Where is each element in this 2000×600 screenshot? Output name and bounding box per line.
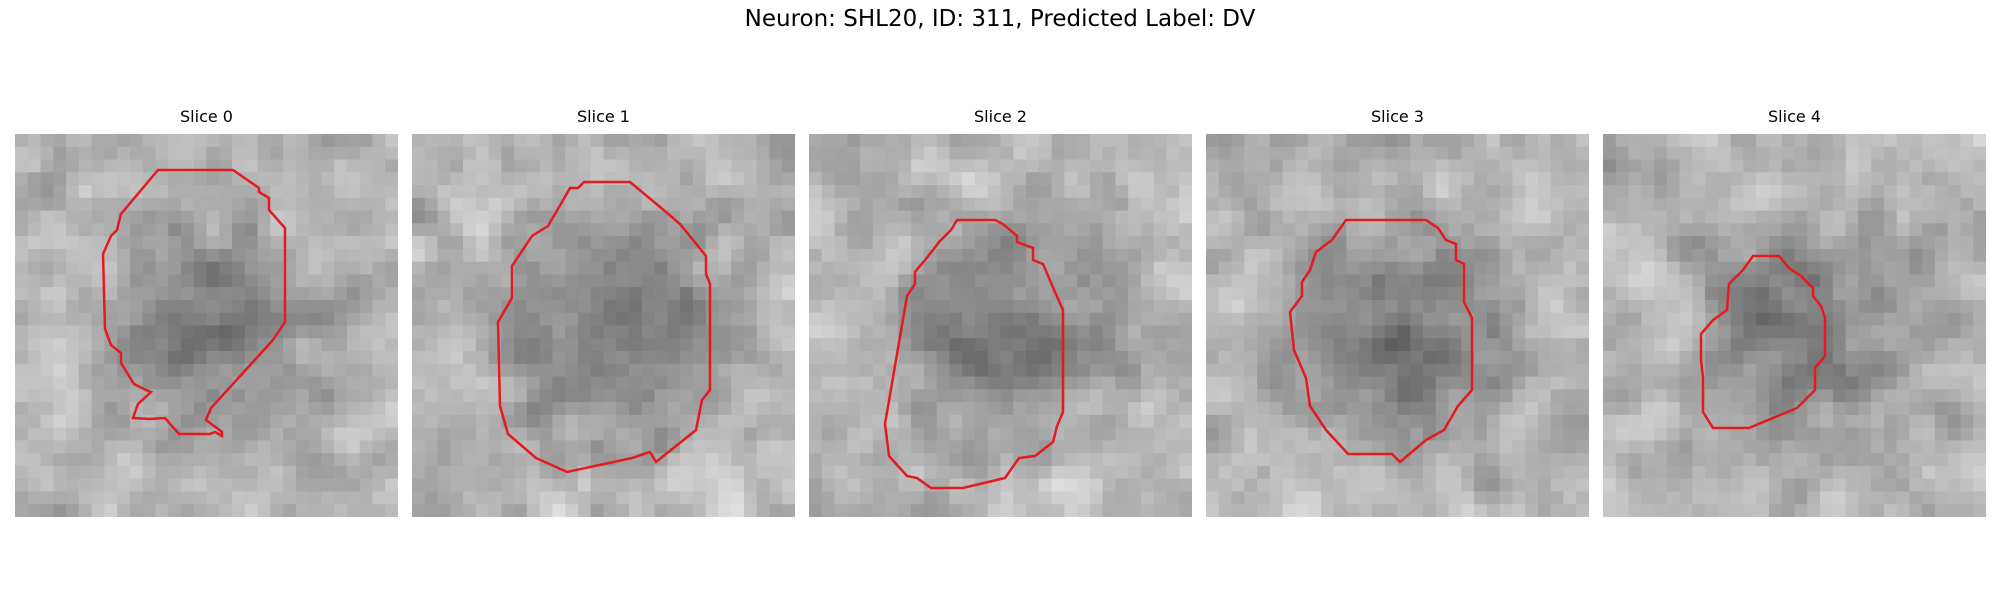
- pixel-grid: [15, 134, 398, 517]
- roi-contour: [1699, 254, 1827, 430]
- roi-contour: [496, 180, 712, 474]
- slice-title: Slice 0: [180, 107, 233, 126]
- pixel-grid: [1603, 134, 1986, 517]
- pixel-grid: [809, 134, 1192, 517]
- slice-image: [809, 134, 1192, 517]
- slice-image: [15, 134, 398, 517]
- slice-image: [1603, 134, 1986, 517]
- roi-contour: [883, 218, 1065, 490]
- slice-image: [412, 134, 795, 517]
- slice-title: Slice 4: [1768, 107, 1821, 126]
- slice-title: Slice 3: [1371, 107, 1424, 126]
- slice-title: Slice 2: [974, 107, 1027, 126]
- slice-image: [1206, 134, 1589, 517]
- roi-contour: [1288, 218, 1474, 464]
- pixel-grid: [412, 134, 795, 517]
- roi-contour: [101, 168, 287, 439]
- figure-title: Neuron: SHL20, ID: 311, Predicted Label:…: [744, 6, 1256, 32]
- slice-title: Slice 1: [577, 107, 630, 126]
